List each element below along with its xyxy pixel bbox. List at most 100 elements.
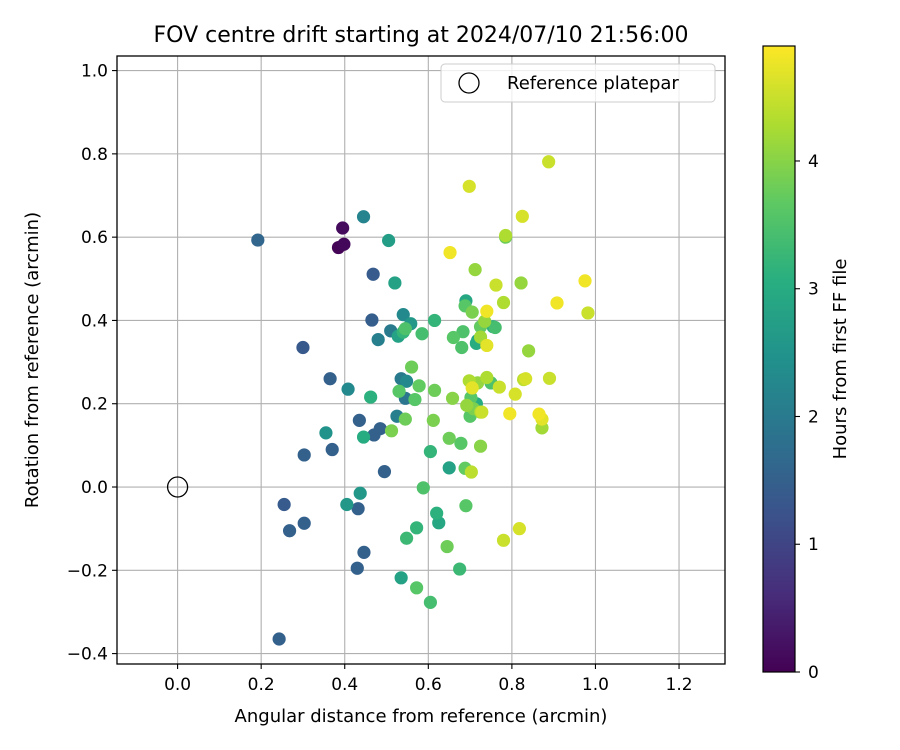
data-point: [371, 332, 385, 347]
chart-title: FOV centre drift starting at 2024/07/10 …: [154, 23, 689, 48]
data-point: [442, 431, 456, 445]
x-axis-ticks: 0.0 0.2 0.4 0.6 0.8 1.0 1.2: [164, 664, 693, 695]
data-point: [446, 330, 460, 345]
data-point: [503, 407, 517, 421]
data-point: [427, 313, 442, 328]
x-tick-label: 0.6: [415, 675, 442, 695]
data-point: [364, 390, 378, 404]
data-point: [456, 325, 470, 339]
colorbar-tick-label: 4: [808, 152, 819, 172]
data-point: [384, 424, 399, 438]
data-point: [480, 304, 494, 318]
y-tick-label: 0.0: [81, 478, 108, 498]
data-point: [475, 405, 489, 419]
data-point: [398, 412, 412, 426]
legend-label-reference: Reference platepar: [507, 73, 679, 94]
data-point: [356, 430, 371, 444]
data-point: [426, 413, 440, 427]
reference-point: [166, 476, 189, 498]
y-tick-label: 0.2: [81, 395, 108, 415]
plot-frame: [116, 55, 726, 665]
data-point: [460, 398, 474, 412]
data-point: [468, 263, 482, 277]
data-point: [492, 380, 506, 394]
data-point: [357, 545, 371, 559]
data-point: [408, 392, 422, 407]
data-point: [399, 531, 414, 545]
data-point: [459, 499, 473, 513]
data-point: [515, 209, 529, 223]
data-point: [323, 372, 337, 386]
data-point: [341, 382, 355, 396]
data-point: [404, 360, 419, 374]
data-point: [550, 296, 564, 310]
x-tick-label: 1.2: [666, 675, 693, 695]
data-point: [496, 533, 511, 547]
colorbar-tick-label: 1: [808, 535, 819, 555]
data-point: [388, 276, 402, 290]
data-point: [499, 228, 513, 243]
grid-lines: [117, 56, 725, 664]
data-point: [542, 155, 556, 169]
data-point: [581, 306, 595, 320]
y-tick-label: −0.2: [67, 561, 108, 581]
data-point: [277, 497, 291, 512]
x-tick-label: 1.0: [582, 675, 609, 695]
data-point: [496, 295, 511, 310]
data-point: [297, 448, 311, 462]
data-point: [488, 320, 502, 335]
legend-marker: [458, 72, 480, 94]
data-point: [352, 413, 366, 427]
y-tick-label: 1.0: [81, 62, 108, 82]
data-point: [353, 486, 367, 500]
data-point: [296, 340, 310, 355]
data-point: [445, 391, 460, 405]
data-point: [454, 436, 468, 450]
data-point: [430, 506, 444, 520]
data-point: [366, 267, 380, 281]
data-point: [427, 383, 442, 397]
data-point: [512, 522, 527, 536]
data-point: [423, 445, 438, 459]
data-point: [453, 562, 467, 576]
data-point: [465, 305, 479, 319]
y-tick-label: 0.8: [81, 145, 108, 165]
colorbar: 0 1 2 3 4 Hours from first FF file: [762, 45, 851, 683]
x-tick-label: 0.4: [331, 675, 358, 695]
data-point: [480, 370, 494, 385]
data-point: [297, 516, 311, 530]
data-point: [272, 632, 286, 646]
data-point: [508, 387, 522, 401]
colorbar-ticks: 0 1 2 3 4: [795, 152, 819, 683]
data-point: [542, 371, 557, 385]
data-point: [356, 210, 371, 224]
colorbar-label: Hours from first FF file: [830, 259, 851, 460]
data-point: [443, 245, 457, 260]
data-point: [473, 439, 488, 453]
x-tick-label: 0.2: [248, 675, 275, 695]
data-point: [351, 502, 365, 516]
y-tick-label: 0.4: [81, 311, 108, 331]
data-point: [514, 276, 528, 290]
data-point: [489, 278, 503, 292]
data-point: [478, 314, 492, 328]
data-point: [416, 481, 430, 495]
data-points: [251, 155, 595, 646]
colorbar-tick-label: 0: [808, 663, 819, 683]
data-point: [319, 426, 333, 440]
data-point: [455, 340, 469, 355]
data-point: [340, 497, 354, 512]
colorbar-tick-label: 2: [808, 407, 819, 427]
data-point: [410, 521, 424, 535]
data-point: [382, 233, 396, 248]
data-point: [398, 322, 412, 336]
colorbar-tick-label: 3: [808, 280, 819, 300]
data-point: [394, 571, 408, 585]
x-axis-label: Angular distance from reference (arcmin): [235, 706, 608, 727]
data-point: [578, 274, 592, 288]
data-point: [465, 381, 479, 395]
data-point: [423, 595, 438, 609]
y-tick-label: 0.6: [81, 228, 108, 248]
data-point: [522, 344, 536, 358]
data-point: [251, 233, 265, 247]
